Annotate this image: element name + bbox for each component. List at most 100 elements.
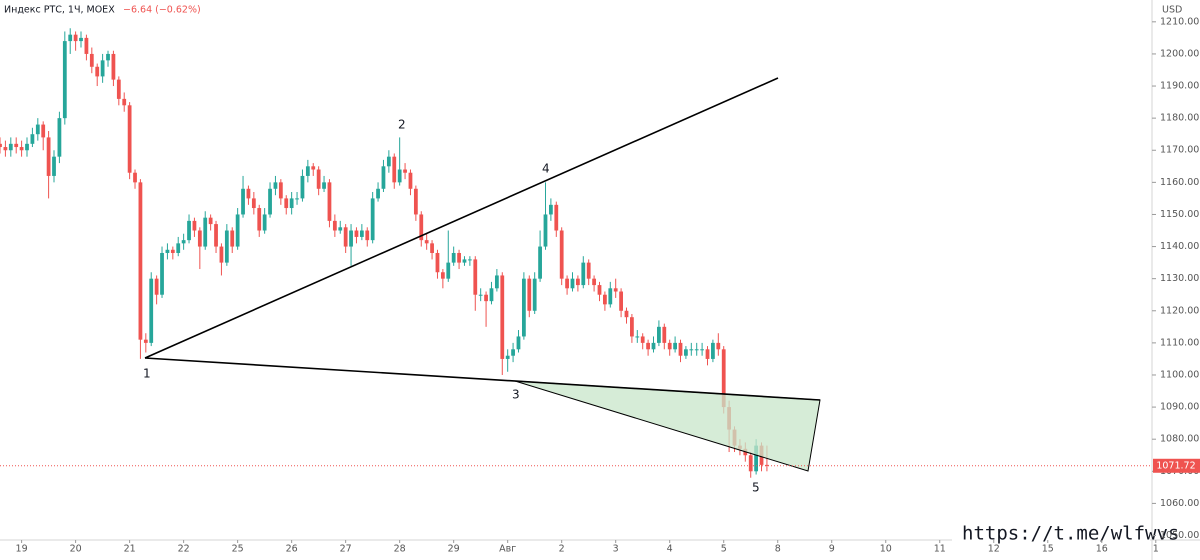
x-tick-label: 10 [880,544,892,555]
candle-body [25,143,29,151]
x-tick-label: 8 [775,544,781,555]
candle-body [214,224,218,247]
candle-body [68,34,73,42]
candle-body [143,339,148,343]
candle-body [343,227,348,247]
candle-body [19,147,24,151]
candle-body [160,252,164,295]
candle-body [630,317,634,337]
candle-body [284,198,289,209]
wave-label: 4 [542,162,550,176]
candle-body [532,278,537,311]
candle-body [397,169,402,183]
candle-body [570,278,575,289]
wave-label: 2 [398,118,406,132]
y-tick-label: 1160.00 [1160,177,1199,188]
candle-body [46,137,51,176]
x-tick-label: 5 [721,544,727,555]
wave-label: 1 [143,367,151,381]
candle-body [305,166,310,176]
candle-body [662,326,667,343]
y-tick-label: 1130.00 [1160,273,1199,284]
candle-body [516,336,521,350]
candle-body [62,41,67,119]
wave-label: 3 [512,388,520,402]
x-tick-label: 15 [1042,544,1054,555]
plot-area [0,28,769,478]
candle-body [748,455,753,472]
y-tick-label: 1050.00 [1160,530,1199,541]
candle-body [673,342,677,350]
candle-body [106,53,110,61]
trend-line-lower [144,357,821,401]
candle-body [170,249,175,253]
candle-body [111,53,116,80]
candle-body [651,342,656,350]
candle-body [257,208,262,231]
candle-body [35,124,40,135]
candle-body [219,246,224,263]
candle-body [187,220,191,241]
candle-body [365,230,370,241]
candle-body [521,278,526,337]
candle-body [41,124,46,138]
candle-body [586,262,591,279]
y-tick-label: 1140.00 [1160,241,1199,252]
candle-body [79,37,83,42]
candle-body [494,275,499,289]
y-tick-label: 1120.00 [1160,305,1199,316]
y-tick-label: 1150.00 [1160,209,1199,220]
candle-body [597,285,602,295]
candle-body [322,182,326,189]
candle-body [473,259,478,295]
candle-body [127,105,132,173]
candle-body [592,278,596,286]
candle-body [716,342,721,350]
candle-body [484,294,488,302]
candle-body [527,278,532,311]
candle-body [149,278,154,343]
candle-body [419,214,424,241]
candle-body [403,169,407,173]
candle-body [311,166,316,170]
x-tick-label: 21 [124,544,136,555]
candle-body [635,336,640,338]
candle-body [268,188,272,215]
candle-body [543,214,548,247]
candle-body [765,464,769,466]
candle-body [694,349,699,351]
candle-body [95,66,100,77]
x-tick-label: 16 [1096,544,1108,555]
candle-body [603,294,607,305]
candle-body [359,230,364,237]
candle-body [624,310,629,318]
candle-body [424,240,429,244]
x-tick-label: 28 [394,544,406,555]
candle-body [289,198,294,209]
candle-body [241,188,245,215]
candle-body [30,134,35,144]
x-tick-label: 12 [988,544,1000,555]
y-tick-label: 1210.00 [1160,16,1199,27]
candle-body [619,291,623,311]
x-tick-label: 27 [340,544,352,555]
candle-body [354,230,359,237]
candle-body [116,79,121,99]
candle-body [165,249,170,253]
candle-body [640,336,645,343]
candle-body [689,349,694,351]
candle-body [278,182,283,199]
candle-body [295,198,299,200]
candle-body [608,288,613,305]
x-tick-label: Авг [499,544,516,555]
candle-body [122,98,127,106]
candle-body [89,53,94,67]
currency: USD [1162,5,1182,16]
y-tick-label: 1180.00 [1160,113,1199,124]
candle-body [332,220,337,231]
candle-body [457,252,461,263]
candle-body [300,175,305,199]
candle-body [386,156,391,167]
